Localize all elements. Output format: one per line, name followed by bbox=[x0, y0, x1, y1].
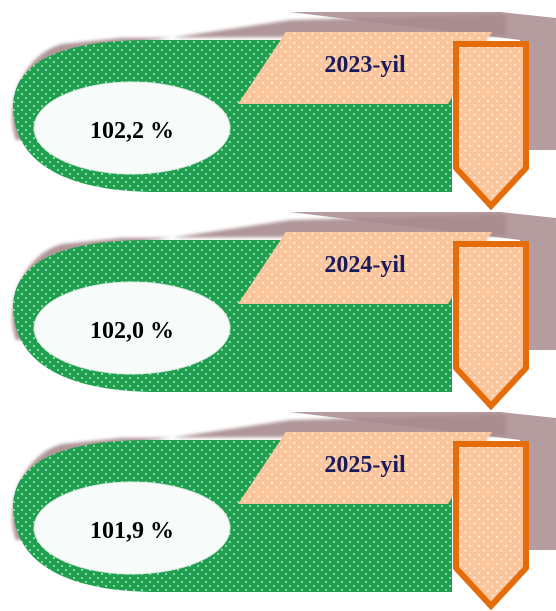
value-label: 102,0 % bbox=[90, 318, 174, 344]
year-band bbox=[238, 32, 492, 104]
year-band bbox=[238, 232, 492, 304]
value-label: 102,2 % bbox=[90, 118, 174, 144]
year-block: 2025-yil 101,9 % bbox=[12, 412, 556, 611]
value-oval bbox=[33, 281, 231, 375]
value-oval bbox=[33, 481, 231, 575]
year-block: 2024-yil 102,0 % bbox=[12, 212, 556, 411]
shadow-right bbox=[290, 412, 556, 550]
year-block: 2023-yil 102,2 % bbox=[12, 12, 556, 211]
arrow-tag bbox=[453, 241, 529, 411]
arrow-tag bbox=[453, 41, 529, 211]
shadow-right bbox=[290, 212, 556, 350]
year-band bbox=[238, 432, 492, 504]
value-label: 101,9 % bbox=[90, 518, 174, 544]
shadow-right bbox=[290, 12, 556, 150]
arrow-tag bbox=[453, 441, 529, 611]
year-label: 2025-yil bbox=[324, 452, 406, 478]
year-label: 2023-yil bbox=[324, 52, 406, 78]
year-label: 2024-yil bbox=[324, 252, 406, 278]
value-oval bbox=[33, 81, 231, 175]
